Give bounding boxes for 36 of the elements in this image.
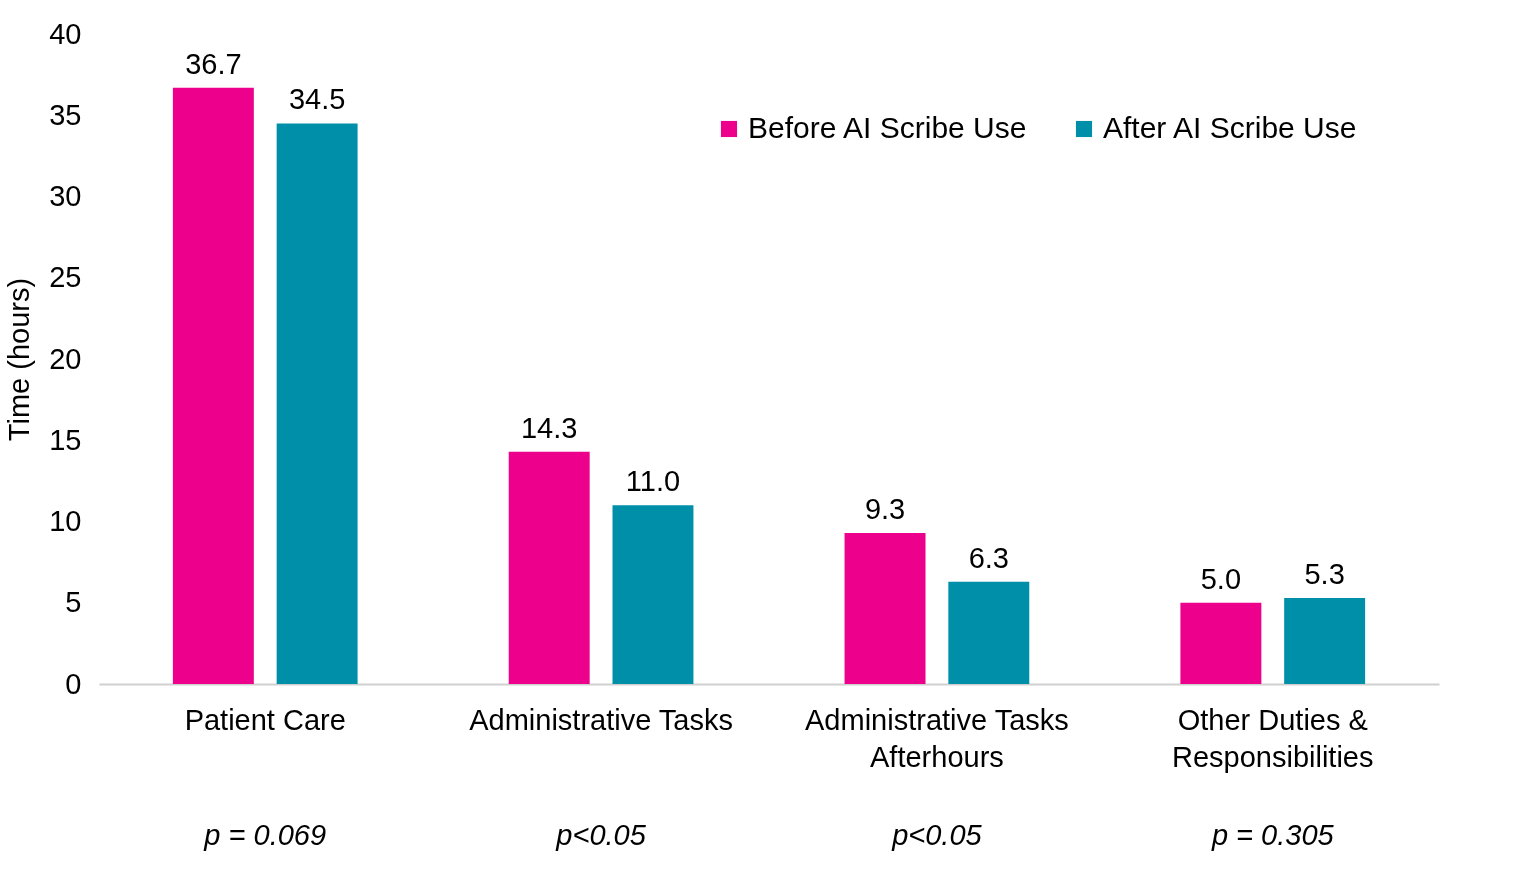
text: p = 0.069 (203, 819, 327, 851)
y-tick-label: 30 (49, 180, 82, 212)
y-tick-label: 35 (49, 98, 82, 131)
y-tick-label: 5 (65, 586, 82, 619)
bar (844, 532, 926, 684)
y-tick-label: 0 (65, 667, 82, 700)
text: p<0.05 (555, 819, 647, 851)
y-tick-label: 25 (49, 261, 82, 294)
x-tick-label: Patient Care (184, 703, 346, 736)
y-tick-label: 20 (49, 342, 82, 375)
x-tick-label: Administrative Tasks Afterhours (805, 703, 1069, 773)
data-label: 6.3 (968, 541, 1009, 574)
bar (508, 451, 590, 684)
bar (1180, 602, 1262, 684)
data-label: 11.0 (625, 465, 681, 498)
text: p<0.05 (891, 819, 983, 851)
legend-label: After AI Scribe Use (1103, 111, 1357, 144)
data-label: 9.3 (864, 492, 906, 525)
data-label: 34.5 (288, 83, 346, 116)
data-label: 5.0 (1200, 562, 1242, 595)
bar (276, 123, 358, 684)
legend-label: Before AI Scribe Use (748, 111, 1027, 144)
x-tick-label: Administrative Tasks (469, 703, 733, 736)
bar (172, 87, 254, 684)
y-tick-label: 40 (49, 17, 82, 50)
text: p = 0.305 (1210, 819, 1335, 851)
bar (948, 581, 1030, 684)
bar (612, 505, 694, 684)
y-tick-label: 10 (49, 505, 82, 537)
data-label: 5.3 (1304, 557, 1345, 590)
data-label: 14.3 (520, 411, 578, 444)
bar (1284, 597, 1366, 684)
data-label: 36.7 (185, 47, 242, 80)
y-axis-title: Time (hours) (3, 277, 36, 442)
x-tick-label: Other Duties & Responsibilities (1172, 703, 1374, 773)
y-tick-label: 15 (49, 423, 82, 456)
